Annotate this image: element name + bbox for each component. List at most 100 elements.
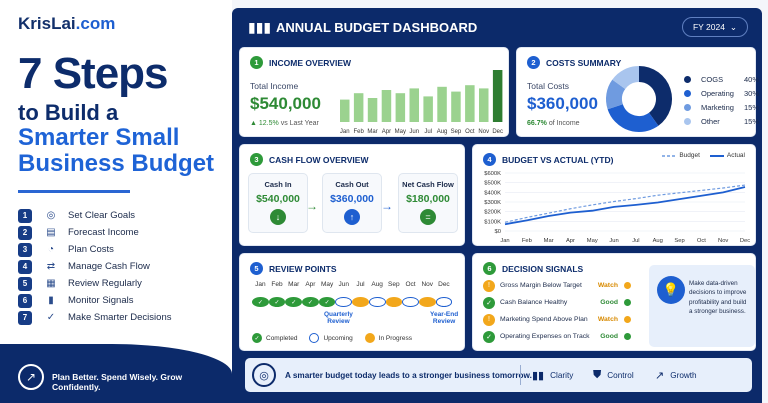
x-tick-label: May (587, 238, 598, 244)
tip-text: Make data-driven decisions to improve pr… (689, 280, 747, 316)
review-status-dot[interactable]: ✓ (268, 297, 286, 307)
signal-row[interactable]: ✓ Cash Balance Healthy Good (483, 295, 631, 310)
income-bar-chart: Jan Feb Mar Apr May Jun Jul Aug Sep Oct Nov Dec (340, 70, 503, 135)
chevron-down-icon: ⌄ (729, 21, 738, 32)
x-tick-label: Oct (465, 129, 475, 135)
total-income-label: Total Income (250, 81, 299, 91)
legend-item: Operating 30% (684, 89, 759, 98)
review-status-dot[interactable]: ✓ (252, 297, 269, 307)
review-status-dot[interactable] (335, 297, 353, 307)
arrow-down-icon: ↓ (270, 209, 286, 225)
review-status-dot[interactable] (368, 297, 386, 307)
step-number: 3 (18, 242, 32, 257)
legend-value: 40% (743, 75, 759, 84)
step-item[interactable]: 2 ▤ Forecast Income (18, 224, 171, 241)
footer-banner: ↗ Plan Better. Spend Wisely. Grow Confid… (0, 344, 232, 403)
x-tick-label: Nov (478, 129, 489, 135)
costs-pct: 66.7% (527, 120, 547, 127)
step-badge: 2 (527, 56, 540, 69)
legend-item: Other 15% (684, 117, 759, 126)
total-costs-label: Total Costs (527, 81, 570, 91)
step-item[interactable]: 3 ◔ Plan Costs (18, 241, 171, 258)
check-circle-icon: ✓ (46, 312, 56, 323)
step-label: Review Regularly (68, 278, 142, 289)
legend-budget: Budget (679, 152, 700, 159)
fiscal-year-select[interactable]: FY 2024 ⌄ (682, 17, 748, 37)
target-icon: ◎ (46, 210, 56, 221)
x-tick-label: Mar (367, 129, 377, 135)
status-dot (624, 333, 631, 340)
quarterly-review-note: Quarterly Review (324, 311, 353, 325)
income-overview-card: 1 INCOME OVERVIEW Total Income $540,000 ▲… (239, 47, 509, 137)
step-item[interactable]: 5 ▦ Review Regularly (18, 275, 171, 292)
x-tick-label: Nov (718, 238, 728, 244)
arrow-up-icon: ↑ (344, 209, 360, 225)
headline-line-3: Smarter Small (18, 124, 180, 151)
month-label: Jun (338, 281, 350, 288)
bva-legend: Budget Actual (662, 152, 745, 159)
warning-icon: ! (483, 279, 495, 292)
headline-line-1: 7 Steps (18, 49, 169, 98)
signal-row[interactable]: ✓ Operating Expenses on Track Good (483, 329, 631, 344)
review-status-dot[interactable] (435, 297, 453, 307)
income-bar (353, 93, 364, 122)
review-status-dot[interactable] (385, 297, 403, 307)
card-title: CASH FLOW OVERVIEW (269, 154, 369, 165)
signal-row[interactable]: ! Marketing Spend Above Plan Watch (483, 312, 631, 327)
review-status-dot[interactable]: ✓ (285, 297, 303, 307)
calendar-icon: ▦ (46, 278, 56, 289)
income-bar (437, 86, 447, 122)
bar-chart-icon: ▮ (48, 295, 54, 306)
month-label: Aug (371, 281, 383, 288)
x-tick-label: Jun (609, 238, 618, 244)
step-number: 5 (18, 276, 32, 291)
tip-box: 💡 Make data-driven decisions to improve … (649, 265, 755, 347)
legend-label: Operating (701, 89, 734, 98)
costs-summary-card: 2 COSTS SUMMARY Total Costs $360,000 66.7… (516, 47, 759, 137)
y-tick-label: $0 (495, 229, 501, 235)
growth-icon: ↗ (18, 364, 44, 390)
step-number: 1 (18, 208, 32, 223)
x-tick-label: Mar (544, 238, 554, 244)
step-item[interactable]: 4 ⇄ Manage Cash Flow (18, 258, 171, 275)
step-item[interactable]: 1 ◎ Set Clear Goals (18, 207, 171, 224)
legend-completed: Completed (266, 334, 298, 342)
income-bar (367, 98, 378, 122)
x-tick-label: Dec (740, 238, 750, 244)
net-cash-flow-box: Net Cash Flow $180,000 = (398, 173, 458, 233)
brand-logo[interactable]: KrisLai.com (18, 14, 116, 33)
signal-label: Cash Balance Healthy (500, 299, 568, 306)
review-status-dots: ✓ ✓ ✓ ✓ ✓ (252, 297, 453, 307)
y-tick-label: $200K (484, 210, 501, 216)
review-status-dot[interactable] (402, 297, 419, 307)
equals-icon: = (420, 209, 436, 225)
review-status-dot[interactable]: ✓ (302, 297, 319, 307)
legend-swatch (684, 76, 691, 83)
legend-label: Other (701, 117, 720, 126)
budget-vs-actual-line-chart: $0 $100K $200K $300K $400K $500K $600K Jan Feb Ma… (484, 171, 750, 244)
x-tick-label: Feb (522, 238, 532, 244)
legend-swatch (684, 118, 691, 125)
review-status-dot[interactable] (352, 297, 369, 307)
actual-line (504, 186, 746, 226)
headline-line-2: to Build a (18, 100, 119, 125)
cash-out-box: Cash Out $360,000 ↑ (322, 173, 382, 233)
income-bar (409, 88, 419, 122)
month-label: Dec (438, 281, 450, 288)
step-item[interactable]: 7 ✓ Make Smarter Decisions (18, 309, 171, 326)
status-dot (624, 299, 631, 306)
month-label: Nov (421, 281, 433, 288)
month-label: Apr (305, 281, 316, 288)
arrow-right-icon: → (306, 199, 318, 213)
x-tick-label: Apr (566, 238, 575, 244)
review-status-dot[interactable] (418, 297, 436, 307)
step-label: Monitor Signals (68, 295, 134, 306)
legend-value: 15% (743, 117, 759, 126)
signal-row[interactable]: ! Gross Margin Below Target Watch (483, 278, 631, 293)
headline-line-4: Business Budget (18, 150, 215, 177)
step-item[interactable]: 6 ▮ Monitor Signals (18, 292, 171, 309)
review-status-dot[interactable]: ✓ (318, 297, 336, 307)
signal-label: Operating Expenses on Track (500, 333, 590, 340)
income-bar (423, 96, 433, 122)
footer-tagline: Plan Better. Spend Wisely. Grow Confiden… (52, 372, 183, 392)
